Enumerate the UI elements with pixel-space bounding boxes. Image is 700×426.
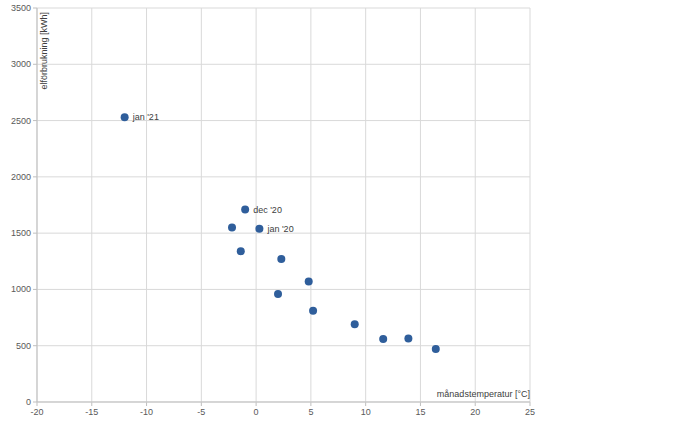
- x-tick-label: -15: [85, 407, 98, 417]
- x-grid-line: [91, 8, 92, 402]
- points: [121, 113, 440, 353]
- scatter-point: [228, 224, 236, 232]
- scatter-point: [432, 345, 440, 353]
- y-tick-label: 1000: [11, 284, 31, 294]
- y-tick-label: 0: [26, 397, 31, 407]
- y-tick: [33, 289, 37, 290]
- x-tick: [37, 402, 38, 406]
- y-grid-line: [37, 289, 530, 290]
- x-tick: [146, 402, 147, 406]
- x-grid-line: [146, 8, 147, 402]
- scatter-point: [305, 278, 313, 286]
- chart-container: -20 -15 -10 -5 0 5 10 15 20 25 0 500 1000 1500 2000 250…: [0, 0, 700, 426]
- x-grid-line: [37, 8, 38, 402]
- x-tick: [256, 402, 257, 406]
- x-tick: [201, 402, 202, 406]
- grid: [33, 8, 530, 406]
- x-grid-line: [420, 8, 421, 402]
- y-tick: [33, 64, 37, 65]
- y-axis-title: elförbrukning [kWh]: [39, 12, 49, 90]
- y-tick-label: 1500: [11, 228, 31, 238]
- x-tick-label: 10: [361, 407, 371, 417]
- y-tick-label: 500: [16, 341, 31, 351]
- x-tick: [365, 402, 366, 406]
- x-tick: [530, 402, 531, 406]
- scatter-point: [237, 247, 245, 255]
- y-axis-line: [37, 8, 38, 402]
- y-grid-line: [37, 120, 530, 121]
- y-tick-label: 2500: [11, 116, 31, 126]
- x-tick: [91, 402, 92, 406]
- y-tick: [33, 8, 37, 9]
- y-grid-line: [37, 402, 530, 403]
- y-tick: [33, 233, 37, 234]
- y-grid-line: [37, 176, 530, 177]
- x-tick-label: 0: [254, 407, 259, 417]
- scatter-point: [351, 320, 359, 328]
- x-grid-line: [310, 8, 311, 402]
- x-axis-title: månadstemperatur [°C]: [437, 389, 530, 399]
- y-grid-line: [37, 8, 530, 9]
- x-grid-line: [475, 8, 476, 402]
- scatter-point: [241, 206, 249, 214]
- x-grid-line: [365, 8, 366, 402]
- background: [0, 0, 700, 426]
- point-label: jan '21: [132, 112, 159, 122]
- scatter-point: [379, 335, 387, 343]
- x-grid-line: [201, 8, 202, 402]
- y-grid-line: [37, 64, 530, 65]
- x-tick: [310, 402, 311, 406]
- scatter-point: [255, 225, 263, 233]
- y-tick: [33, 402, 37, 403]
- y-tick-label: 2000: [11, 172, 31, 182]
- scatter-point: [121, 113, 129, 121]
- x-tick: [420, 402, 421, 406]
- scatter-point: [309, 307, 317, 315]
- x-tick-label: 15: [415, 407, 425, 417]
- x-tick-label: 25: [525, 407, 535, 417]
- x-tick-label: 20: [470, 407, 480, 417]
- x-tick-label: -5: [197, 407, 205, 417]
- y-grid-line: [37, 345, 530, 346]
- x-axis-line: [37, 402, 530, 403]
- y-tick: [33, 176, 37, 177]
- x-tick: [475, 402, 476, 406]
- y-tick-label: 3000: [11, 59, 31, 69]
- x-tick-label: -10: [140, 407, 153, 417]
- y-tick-label: 3500: [11, 3, 31, 13]
- chart-svg: -20 -15 -10 -5 0 5 10 15 20 25 0 500 1000 1500 2000 250…: [0, 0, 700, 426]
- x-tick-label: 5: [308, 407, 313, 417]
- point-label: jan '20: [266, 224, 293, 234]
- y-tick: [33, 345, 37, 346]
- y-tick: [33, 120, 37, 121]
- scatter-point: [274, 290, 282, 298]
- x-tick-label: -20: [30, 407, 43, 417]
- point-label: dec '20: [253, 205, 282, 215]
- scatter-point: [277, 255, 285, 263]
- x-grid-line: [530, 8, 531, 402]
- scatter-point: [404, 334, 412, 342]
